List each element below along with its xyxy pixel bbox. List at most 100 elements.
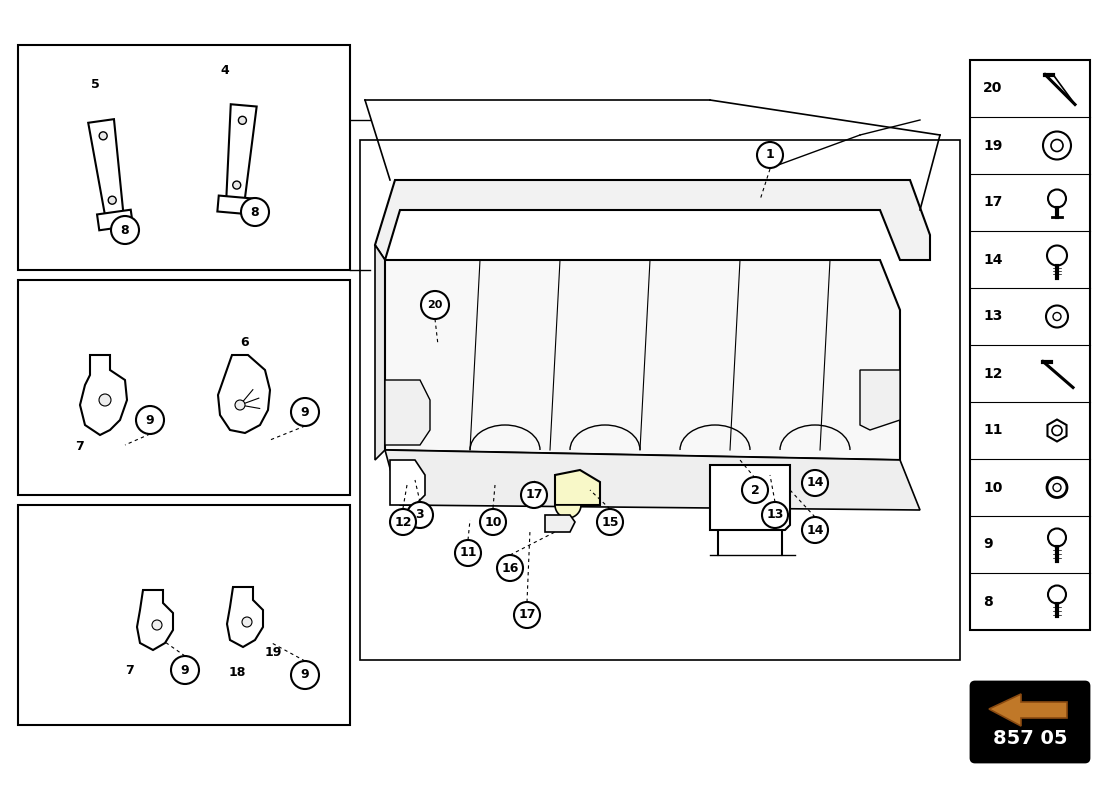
Text: 14: 14 bbox=[806, 523, 824, 537]
Text: 19: 19 bbox=[983, 138, 1002, 153]
Polygon shape bbox=[710, 465, 790, 530]
Circle shape bbox=[421, 291, 449, 319]
Polygon shape bbox=[989, 694, 1067, 726]
Polygon shape bbox=[544, 515, 575, 532]
Text: 5: 5 bbox=[90, 78, 99, 91]
FancyBboxPatch shape bbox=[970, 60, 1090, 630]
Polygon shape bbox=[860, 370, 900, 430]
Text: 857 05: 857 05 bbox=[992, 729, 1067, 747]
Circle shape bbox=[1053, 313, 1062, 321]
Circle shape bbox=[480, 509, 506, 535]
Text: 8: 8 bbox=[121, 223, 130, 237]
Circle shape bbox=[235, 400, 245, 410]
Circle shape bbox=[99, 394, 111, 406]
Text: 4: 4 bbox=[221, 63, 230, 77]
Circle shape bbox=[1048, 529, 1066, 546]
Text: 12: 12 bbox=[394, 515, 411, 529]
Text: 17: 17 bbox=[983, 195, 1002, 210]
Circle shape bbox=[497, 555, 522, 581]
Text: 20: 20 bbox=[983, 82, 1002, 95]
Polygon shape bbox=[227, 587, 263, 647]
Text: 14: 14 bbox=[983, 253, 1002, 266]
Circle shape bbox=[111, 216, 139, 244]
Polygon shape bbox=[226, 104, 256, 206]
Circle shape bbox=[292, 661, 319, 689]
Circle shape bbox=[108, 196, 117, 204]
Text: 1: 1 bbox=[766, 149, 774, 162]
Text: 2: 2 bbox=[750, 483, 759, 497]
Circle shape bbox=[99, 132, 107, 140]
Text: 17: 17 bbox=[518, 609, 536, 622]
Circle shape bbox=[1043, 131, 1071, 159]
Text: 14: 14 bbox=[806, 477, 824, 490]
Text: 3: 3 bbox=[416, 509, 425, 522]
FancyBboxPatch shape bbox=[360, 140, 960, 660]
Polygon shape bbox=[218, 195, 253, 214]
Circle shape bbox=[514, 602, 540, 628]
Circle shape bbox=[233, 181, 241, 189]
Circle shape bbox=[390, 509, 416, 535]
Text: 9: 9 bbox=[300, 406, 309, 418]
Polygon shape bbox=[390, 460, 425, 505]
Polygon shape bbox=[375, 245, 385, 460]
Circle shape bbox=[1047, 478, 1067, 498]
Text: 9: 9 bbox=[300, 669, 309, 682]
Circle shape bbox=[1048, 190, 1066, 207]
Text: euro: euro bbox=[470, 310, 791, 430]
Polygon shape bbox=[385, 380, 430, 445]
Circle shape bbox=[170, 656, 199, 684]
Circle shape bbox=[742, 477, 768, 503]
Text: 12: 12 bbox=[983, 366, 1002, 381]
Circle shape bbox=[762, 502, 788, 528]
Circle shape bbox=[597, 509, 623, 535]
Polygon shape bbox=[1047, 419, 1067, 442]
Circle shape bbox=[1048, 586, 1066, 603]
Text: 13: 13 bbox=[983, 310, 1002, 323]
Circle shape bbox=[455, 540, 481, 566]
Polygon shape bbox=[375, 180, 930, 260]
Text: 6: 6 bbox=[241, 335, 250, 349]
Circle shape bbox=[136, 406, 164, 434]
Text: 16: 16 bbox=[502, 562, 519, 574]
Text: parts: parts bbox=[446, 490, 815, 610]
Text: 10: 10 bbox=[983, 481, 1002, 494]
Text: 9: 9 bbox=[145, 414, 154, 426]
Text: 11: 11 bbox=[460, 546, 476, 559]
Text: 13: 13 bbox=[767, 509, 783, 522]
Polygon shape bbox=[556, 470, 600, 505]
Text: 9: 9 bbox=[180, 663, 189, 677]
Circle shape bbox=[152, 620, 162, 630]
FancyBboxPatch shape bbox=[18, 45, 350, 270]
Circle shape bbox=[802, 517, 828, 543]
FancyBboxPatch shape bbox=[18, 505, 350, 725]
Circle shape bbox=[802, 470, 828, 496]
Text: 8: 8 bbox=[251, 206, 260, 218]
Polygon shape bbox=[138, 590, 173, 650]
Circle shape bbox=[242, 617, 252, 627]
Circle shape bbox=[407, 502, 433, 528]
Text: 7: 7 bbox=[76, 441, 85, 454]
Text: 10: 10 bbox=[484, 515, 502, 529]
Circle shape bbox=[292, 398, 319, 426]
Text: 15: 15 bbox=[602, 515, 618, 529]
Text: 9: 9 bbox=[983, 538, 992, 551]
Text: 20: 20 bbox=[427, 300, 442, 310]
Circle shape bbox=[241, 198, 270, 226]
Text: 17: 17 bbox=[526, 489, 542, 502]
Text: 8: 8 bbox=[983, 594, 992, 609]
Polygon shape bbox=[80, 355, 126, 435]
Circle shape bbox=[1050, 139, 1063, 151]
Text: car: car bbox=[520, 399, 740, 521]
Polygon shape bbox=[88, 119, 124, 222]
Circle shape bbox=[239, 116, 246, 124]
Text: a passion for parts since 1985: a passion for parts since 1985 bbox=[440, 502, 740, 638]
FancyBboxPatch shape bbox=[18, 280, 350, 495]
Circle shape bbox=[521, 482, 547, 508]
Text: 11: 11 bbox=[983, 423, 1002, 438]
Circle shape bbox=[1046, 306, 1068, 327]
Circle shape bbox=[1053, 483, 1062, 491]
Text: 7: 7 bbox=[125, 663, 134, 677]
Polygon shape bbox=[385, 450, 920, 510]
Polygon shape bbox=[97, 210, 133, 230]
FancyBboxPatch shape bbox=[971, 682, 1089, 762]
